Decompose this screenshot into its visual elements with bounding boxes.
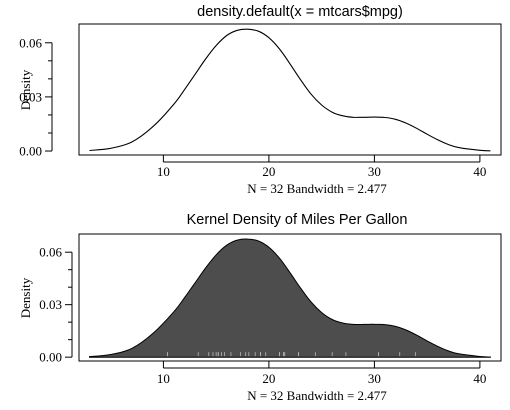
x-tick-label: 40 [473, 371, 486, 386]
x-tick-label: 30 [368, 164, 381, 179]
density-area [89, 238, 491, 358]
x-tick-label: 10 [157, 371, 170, 386]
chart-title: Kernel Density of Miles Per Gallon [187, 212, 408, 228]
density-line [89, 28, 491, 152]
x-tick-label: 10 [157, 164, 170, 179]
chart-title: density.default(x = mtcars$mpg) [197, 4, 403, 20]
y-axis-label: Density [18, 277, 33, 318]
x-tick-label: 40 [473, 164, 486, 179]
panel-raw-density: density.default(x = mtcars$mpg) Density … [18, 4, 502, 196]
y-axis-label: Density [18, 69, 33, 110]
x-tick-label: 20 [262, 164, 275, 179]
y-tick-label: 0.03 [39, 297, 62, 312]
panel-filled-density: Kernel Density of Miles Per Gallon Densi… [18, 212, 502, 403]
plot-frame [78, 23, 502, 156]
x-tick-label: 30 [368, 371, 381, 386]
x-tick-label: 20 [262, 371, 275, 386]
y-tick-label: 0.06 [19, 35, 42, 50]
y-tick-label: 0.03 [19, 89, 42, 104]
plot-frame [78, 233, 502, 362]
y-tick-label: 0.00 [39, 350, 62, 365]
y-tick-label: 0.00 [19, 144, 42, 159]
x-axis-label: N = 32 Bandwidth = 2.477 [247, 388, 387, 403]
x-axis-label: N = 32 Bandwidth = 2.477 [247, 181, 387, 196]
y-tick-label: 0.06 [39, 245, 62, 260]
